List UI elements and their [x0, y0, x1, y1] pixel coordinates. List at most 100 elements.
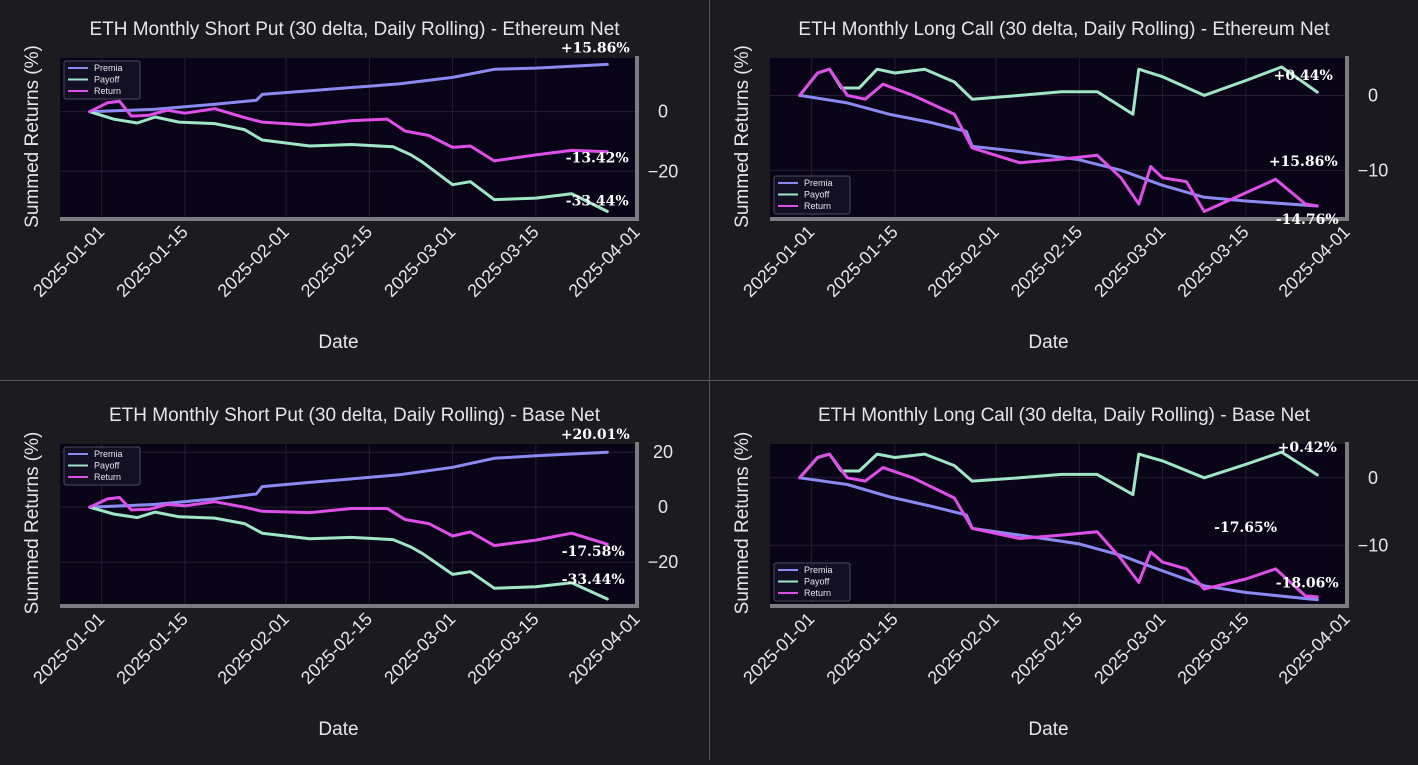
chart-4-x-axis-label: Date [1028, 719, 1068, 740]
chart-1-x-tick-label-5: 2025-03-15 [463, 222, 542, 301]
chart-3-y-axis-label: Summed Returns (%) [22, 432, 43, 615]
chart-3-plot-area [60, 444, 637, 606]
chart-1-x-tick-label-4: 2025-03-01 [380, 222, 459, 301]
chart-1-series-premia-line [88, 62, 609, 114]
chart-4-x-tick-label-0: 2025-01-01 [739, 609, 818, 688]
chart-4-x-tick-label-5: 2025-03-15 [1173, 609, 1252, 688]
chart-1-y-axis-label: Summed Returns (%) [22, 45, 43, 228]
chart-3-series-payoff-line [88, 505, 609, 601]
chart-1-x-axis-label: Date [318, 332, 358, 353]
chart-2-x-tick-label-1: 2025-01-15 [822, 222, 901, 301]
chart-2-x-tick-label-3: 2025-02-15 [1007, 222, 1086, 301]
chart-1-legend-label-premia: Premia [94, 63, 123, 73]
chart-1-series-payoff-line [88, 110, 609, 213]
horizontal-divider [0, 380, 1418, 381]
chart-2-annotation-0: +0.44% [1274, 68, 1333, 84]
chart-4-annotation-2: -18.06% [1276, 576, 1339, 592]
chart-2-annotation-2: -14.76% [1276, 212, 1339, 228]
chart-3-x-tick-label-5: 2025-03-15 [463, 609, 542, 688]
chart-3-legend-label-premia: Premia [94, 449, 123, 459]
chart-1-legend-label-return: Return [94, 86, 121, 96]
chart-3-legend-box [63, 446, 141, 486]
chart-1-y-tick-label-1: −20 [648, 161, 679, 181]
chart-3-legend-label-payoff: Payoff [94, 461, 120, 471]
chart-3-y-tick-label-2: −20 [648, 552, 679, 572]
chart-3-x-tick-label-6: 2025-04-01 [565, 609, 644, 688]
chart-4-legend-label-payoff: Payoff [804, 577, 830, 587]
chart-4-series-payoff-line [798, 450, 1319, 497]
chart-2-legend-label-return: Return [804, 201, 831, 211]
chart-3-series-premia-line [88, 450, 609, 509]
chart-1-x-tick-label-6: 2025-04-01 [565, 222, 644, 301]
chart-2-x-tick-label-5: 2025-03-15 [1173, 222, 1252, 301]
chart-panel-ethereum-short-put: ETH Monthly Short Put (30 delta, Daily R… [0, 0, 709, 380]
chart-1-x-tick-label-1: 2025-01-15 [112, 222, 191, 301]
chart-2-series-return-line [798, 67, 1319, 213]
chart-1-annotation-1: -13.42% [566, 151, 629, 167]
chart-4-legend-label-premia: Premia [804, 565, 833, 575]
chart-3-y-tick-label-1: 0 [658, 497, 668, 517]
chart-4-annotation-0: +0.42% [1278, 440, 1337, 456]
chart-3-x-tick-label-1: 2025-01-15 [112, 609, 191, 688]
chart-1-legend-label-payoff: Payoff [94, 75, 120, 85]
chart-4-x-tick-label-1: 2025-01-15 [822, 609, 901, 688]
chart-2-series-payoff-line [798, 65, 1319, 116]
chart-3-legend-label-return: Return [94, 472, 121, 482]
chart-2-y-axis-label: Summed Returns (%) [732, 45, 753, 228]
chart-1-y-tick-label-0: 0 [658, 102, 668, 122]
chart-1-legend-box [63, 60, 141, 100]
chart-3-x-tick-label-3: 2025-02-15 [297, 609, 376, 688]
chart-1-plot-area [60, 58, 637, 219]
chart-1-title: ETH Monthly Short Put (30 delta, Daily R… [89, 19, 620, 40]
chart-3-annotation-0: +20.01% [561, 427, 630, 443]
chart-1-x-tick-label-0: 2025-01-01 [29, 222, 108, 301]
chart-3-y-tick-label-0: 20 [653, 442, 673, 462]
chart-2-y-tick-label-0: 0 [1368, 85, 1378, 105]
chart-2-title: ETH Monthly Long Call (30 delta, Daily R… [798, 19, 1330, 40]
chart-3-title: ETH Monthly Short Put (30 delta, Daily R… [109, 405, 601, 426]
chart-4-series-premia-line [798, 476, 1319, 602]
chart-4-legend-box [773, 562, 851, 602]
chart-4-legend-label-return: Return [804, 588, 831, 598]
chart-ethereum-short-put: ETH Monthly Short Put (30 delta, Daily R… [22, 19, 679, 353]
chart-3-annotation-1: -17.58% [562, 544, 625, 560]
chart-4-x-tick-label-3: 2025-02-15 [1007, 609, 1086, 688]
chart-2-y-tick-label-1: −10 [1358, 160, 1389, 180]
chart-3-x-tick-label-4: 2025-03-01 [380, 609, 459, 688]
chart-2-legend-label-payoff: Payoff [804, 190, 830, 200]
chart-base-short-put: ETH Monthly Short Put (30 delta, Daily R… [22, 405, 679, 740]
chart-1-x-tick-label-2: 2025-02-01 [214, 222, 293, 301]
chart-1-x-tick-label-3: 2025-02-15 [297, 222, 376, 301]
chart-3-annotation-2: -33.44% [562, 572, 625, 588]
chart-2-x-tick-label-2: 2025-02-01 [924, 222, 1003, 301]
chart-4-annotation-1: -17.65% [1214, 520, 1277, 536]
chart-4-y-axis-label: Summed Returns (%) [732, 432, 753, 615]
chart-panel-base-long-call: ETH Monthly Long Call (30 delta, Daily R… [710, 381, 1418, 761]
chart-3-series-return-line [88, 496, 609, 548]
chart-1-series-return-line [88, 99, 609, 163]
chart-4-y-tick-label-1: −10 [1358, 535, 1389, 555]
chart-4-plot-area [770, 444, 1347, 606]
chart-4-x-tick-label-2: 2025-02-01 [924, 609, 1003, 688]
chart-2-series-premia-line [798, 93, 1319, 208]
chart-2-x-tick-label-0: 2025-01-01 [739, 222, 818, 301]
chart-4-title: ETH Monthly Long Call (30 delta, Daily R… [818, 405, 1311, 426]
chart-2-plot-area [770, 58, 1347, 219]
chart-2-legend-box [773, 175, 851, 215]
chart-4-x-tick-label-6: 2025-04-01 [1275, 609, 1354, 688]
chart-1-annotation-0: +15.86% [561, 40, 630, 56]
chart-2-x-tick-label-4: 2025-03-01 [1090, 222, 1169, 301]
chart-1-annotation-2: -33.44% [566, 193, 629, 209]
chart-3-x-tick-label-2: 2025-02-01 [214, 609, 293, 688]
chart-2-annotation-1: +15.86% [1269, 154, 1338, 170]
chart-ethereum-long-call: ETH Monthly Long Call (30 delta, Daily R… [732, 19, 1389, 353]
chart-4-series-return-line [798, 452, 1319, 599]
chart-2-legend-label-premia: Premia [804, 178, 833, 188]
chart-base-long-call: ETH Monthly Long Call (30 delta, Daily R… [732, 405, 1389, 740]
chart-panel-base-short-put: ETH Monthly Short Put (30 delta, Daily R… [0, 381, 709, 761]
